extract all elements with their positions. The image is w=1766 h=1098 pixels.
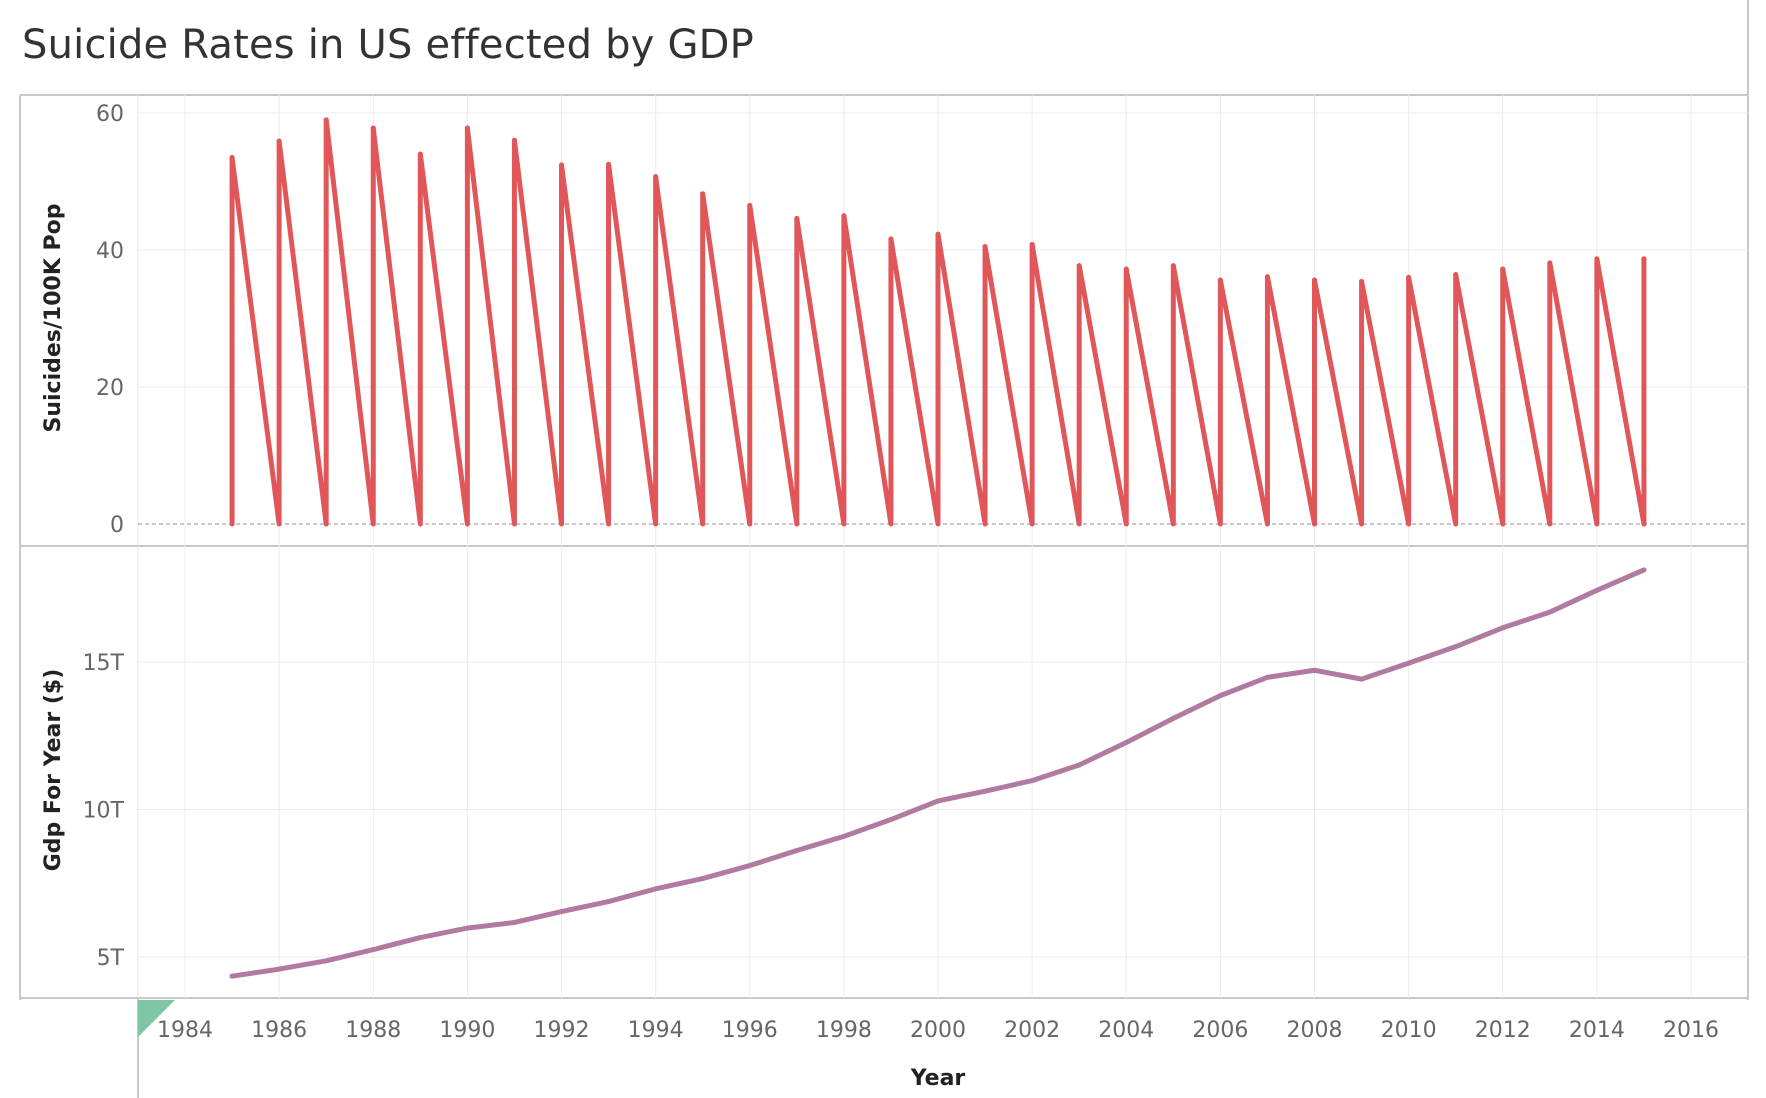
gdp-data-point xyxy=(1076,762,1082,768)
suicides-data-point xyxy=(1076,263,1082,269)
suicides-data-point xyxy=(1312,277,1317,283)
x-tick-label: 1996 xyxy=(722,1018,778,1043)
gdp-data-point xyxy=(794,848,800,854)
gdp-data-point xyxy=(276,966,282,972)
suicides-data-point xyxy=(1170,263,1176,269)
gdp-data-point xyxy=(1170,715,1176,721)
y-axis-title-gdp: Gdp For Year ($) xyxy=(41,669,66,872)
y-tick-label: 0 xyxy=(110,513,124,538)
gdp-data-point xyxy=(982,788,988,794)
series-lines xyxy=(229,117,1647,979)
suicides-data-point xyxy=(653,174,659,180)
x-tick-label: 2014 xyxy=(1569,1018,1625,1043)
suicides-data-point xyxy=(1406,274,1412,280)
suicides-data-point xyxy=(323,117,329,123)
gdp-data-point xyxy=(1359,676,1365,682)
suicides-data-point xyxy=(511,137,517,143)
chart-title: Suicide Rates in US effected by GDP xyxy=(22,22,754,68)
gdp-data-point xyxy=(1264,674,1270,680)
suicides-data-point xyxy=(841,213,847,219)
suicides-data-point xyxy=(1029,242,1035,248)
suicides-data-point xyxy=(276,138,282,144)
x-tick-label: 2012 xyxy=(1475,1018,1531,1043)
x-gridlines xyxy=(184,95,1692,998)
suicides-series-line xyxy=(229,117,1647,527)
x-axis-title: Year xyxy=(910,1066,966,1091)
gdp-data-point xyxy=(1406,660,1412,666)
x-tick-label: 2008 xyxy=(1287,1018,1343,1043)
suicides-data-point xyxy=(935,231,941,237)
y-tick-label: 60 xyxy=(96,102,124,127)
y-tick-label: 5T xyxy=(97,946,125,971)
gdp-data-point xyxy=(935,798,941,804)
gdp-data-point xyxy=(417,935,423,941)
x-tick-label: 2000 xyxy=(910,1018,966,1043)
suicides-data-point xyxy=(1641,256,1647,262)
gdp-data-point xyxy=(559,909,564,915)
x-tick-label: 1998 xyxy=(816,1018,872,1043)
gdp-data-point xyxy=(653,886,659,892)
x-tick-label: 2002 xyxy=(1004,1018,1060,1043)
gdp-data-point xyxy=(1500,625,1506,631)
gdp-data-point xyxy=(888,817,894,823)
gdp-data-point xyxy=(841,833,847,839)
corner-marker-shape xyxy=(138,1000,175,1037)
gdp-data-point xyxy=(1453,644,1459,650)
y-tick-label: 15T xyxy=(83,651,125,676)
suicides-data-point xyxy=(700,191,706,197)
gdp-data-point xyxy=(606,899,612,905)
x-tick-label: 1984 xyxy=(157,1018,213,1043)
x-tick-label: 1986 xyxy=(251,1018,307,1043)
corner-marker xyxy=(138,1000,175,1037)
gdp-data-point xyxy=(511,919,517,925)
suicides-data-point xyxy=(1359,279,1365,285)
x-tick-label: 2006 xyxy=(1192,1018,1248,1043)
x-tick-labels: 1984 1986 1988 1990 1992 1994 1996 1998 2000 2002… xyxy=(157,1018,1719,1043)
x-tick-label: 2016 xyxy=(1663,1018,1719,1043)
y-tick-labels: 0 20 40 60 5T 10T 15T xyxy=(83,102,125,971)
x-tick-label: 2004 xyxy=(1098,1018,1154,1043)
y-tick-label: 10T xyxy=(83,799,125,824)
gdp-data-point xyxy=(370,947,376,953)
gdp-data-point xyxy=(1547,609,1553,615)
suicides-data-point xyxy=(370,125,376,131)
suicides-data-point xyxy=(794,215,800,221)
suicides-data-point xyxy=(606,161,612,167)
suicides-data-point xyxy=(1500,266,1506,272)
y-tick-label: 40 xyxy=(96,239,124,264)
suicides-data-point xyxy=(1594,256,1600,262)
suicides-data-point xyxy=(559,162,564,168)
gdp-data-point xyxy=(1312,667,1317,673)
gdp-data-point xyxy=(1029,778,1035,784)
suicides-data-point xyxy=(1547,260,1553,266)
gdp-data-point xyxy=(464,925,470,931)
gdp-data-point xyxy=(323,958,329,964)
suicides-data-point xyxy=(1264,274,1270,280)
x-tick-label: 1994 xyxy=(628,1018,684,1043)
suicides-data-point xyxy=(417,151,423,157)
gdp-data-point xyxy=(747,863,753,869)
suicides-data-point xyxy=(1123,266,1129,272)
suicides-data-point xyxy=(464,125,470,131)
suicides-data-point xyxy=(1453,272,1459,278)
x-tick-label: 1988 xyxy=(345,1018,401,1043)
y-gridlines xyxy=(138,112,1748,958)
gdp-data-point xyxy=(1594,587,1600,593)
suicides-data-point xyxy=(229,155,235,161)
suicides-data-point xyxy=(982,244,988,250)
gdp-data-point xyxy=(1123,740,1129,746)
suicides-data-point xyxy=(888,236,894,242)
gdp-data-point xyxy=(229,973,235,979)
suicides-data-point xyxy=(1217,277,1223,283)
gdp-data-point xyxy=(1217,693,1223,699)
y-tick-label: 20 xyxy=(96,376,124,401)
suicides-data-point xyxy=(747,202,753,208)
gdp-data-point xyxy=(700,876,706,882)
x-tick-label: 1990 xyxy=(439,1018,495,1043)
x-tick-label: 2010 xyxy=(1381,1018,1437,1043)
gdp-data-point xyxy=(1641,567,1647,573)
x-tick-label: 1992 xyxy=(534,1018,590,1043)
y-axis-title-suicides: Suicides/100K Pop xyxy=(41,203,66,432)
